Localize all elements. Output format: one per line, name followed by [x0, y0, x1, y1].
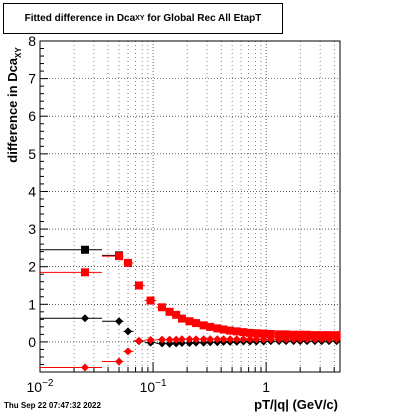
data-point-diamond: [192, 335, 201, 344]
x-tick-label: 10−1: [140, 378, 167, 395]
data-point-diamond: [165, 339, 174, 348]
data-point-diamond: [134, 336, 143, 345]
y-axis-label-subscript: XY: [13, 47, 23, 58]
data-point-square: [252, 329, 261, 338]
y-tick-label: 1: [28, 296, 36, 312]
x-tick-label-exponent: −1: [155, 378, 167, 389]
y-tick-label: 8: [28, 33, 36, 49]
data-point-diamond: [289, 335, 298, 344]
data-point-diamond: [206, 335, 215, 344]
data-point-square: [303, 330, 312, 339]
data-point-diamond: [146, 336, 155, 345]
x-tick-label-exponent: −2: [42, 378, 54, 389]
data-point-diamond: [165, 335, 174, 344]
data-point-square: [199, 321, 208, 330]
data-point-diamond: [275, 335, 284, 344]
data-point-square: [172, 310, 181, 319]
y-tick-label: 4: [28, 183, 36, 199]
x-tick-label-base: 10: [140, 379, 156, 395]
data-point-diamond: [115, 357, 124, 366]
data-point-square: [165, 307, 174, 316]
data-point-diamond: [252, 335, 261, 344]
data-point-square: [289, 330, 298, 339]
data-point-square: [134, 281, 143, 290]
data-point-square: [185, 317, 194, 326]
y-tick-label: 7: [28, 71, 36, 87]
data-point-square: [246, 328, 255, 337]
data-point-diamond: [317, 335, 326, 344]
data-point-square: [232, 327, 241, 336]
data-point-square: [192, 319, 201, 328]
data-point-diamond: [115, 317, 124, 326]
data-point-diamond: [158, 335, 167, 344]
data-point-diamond: [185, 335, 194, 344]
chart-title-box: Fitted difference in Dca XY for Global Re…: [3, 3, 283, 34]
y-tick-label: 5: [28, 146, 36, 162]
data-point-square: [158, 303, 167, 312]
data-point-diamond: [123, 347, 132, 356]
y-tick-label: 3: [28, 221, 36, 237]
data-point-square: [310, 331, 319, 340]
data-point-square: [296, 330, 305, 339]
data-point-diamond: [246, 335, 255, 344]
x-tick-label: 10−2: [27, 378, 54, 395]
y-tick-label: 2: [28, 259, 36, 275]
data-point-square: [317, 331, 326, 340]
data-point-square: [219, 325, 228, 334]
x-axis-label: pT/|q| (GeV/c): [254, 397, 338, 412]
y-tick-label: 0: [28, 334, 36, 350]
data-point-square: [177, 314, 186, 323]
x-tick-label-base: 10: [27, 379, 43, 395]
data-point-diamond: [310, 335, 319, 344]
data-point-diamond: [239, 335, 248, 344]
data-point-diamond: [259, 335, 268, 344]
data-point-diamond: [282, 335, 291, 344]
data-point-square: [80, 245, 89, 254]
data-point-diamond: [303, 335, 312, 344]
y-tick-label: 6: [28, 108, 36, 124]
data-point-square: [80, 268, 89, 277]
y-axis-label: difference in DcaXY: [5, 47, 23, 162]
data-point-square: [266, 330, 275, 339]
data-point-square: [325, 331, 334, 340]
data-point-diamond: [123, 327, 132, 336]
chart-title-subscript: XY: [135, 15, 145, 22]
data-point-diamond: [226, 335, 235, 344]
chart-title-main: Fitted difference in Dca: [24, 13, 136, 24]
data-point-square: [282, 330, 291, 339]
data-point-square: [275, 330, 284, 339]
data-point-diamond: [80, 363, 89, 372]
data-point-square: [123, 258, 132, 267]
data-point-square: [115, 252, 124, 261]
data-point-square: [213, 324, 222, 333]
data-point-diamond: [213, 335, 222, 344]
data-point-diamond: [296, 335, 305, 344]
data-point-square: [239, 328, 248, 337]
x-tick-label: 1: [262, 379, 270, 395]
data-point-diamond: [199, 335, 208, 344]
data-point-square: [206, 322, 215, 331]
data-point-square: [259, 329, 268, 338]
data-point-diamond: [232, 335, 241, 344]
data-point-diamond: [172, 335, 181, 344]
y-axis-label-wrap: difference in DcaXY: [4, 0, 24, 414]
timestamp: Thu Sep 22 07:47:32 2022: [4, 401, 101, 410]
data-point-diamond: [266, 335, 275, 344]
chart-title-suffix: for Global Rec All EtapT: [147, 13, 262, 24]
data-point-diamond: [219, 335, 228, 344]
data-point-diamond: [332, 335, 341, 344]
y-axis-label-text: difference in DcaXY: [5, 47, 23, 163]
data-point-square: [332, 331, 341, 340]
data-point-square: [226, 326, 235, 335]
data-point-diamond: [177, 335, 186, 344]
plot-area: [40, 41, 340, 372]
data-point-diamond: [325, 335, 334, 344]
data-point-diamond: [80, 314, 89, 323]
data-point-square: [146, 296, 155, 305]
